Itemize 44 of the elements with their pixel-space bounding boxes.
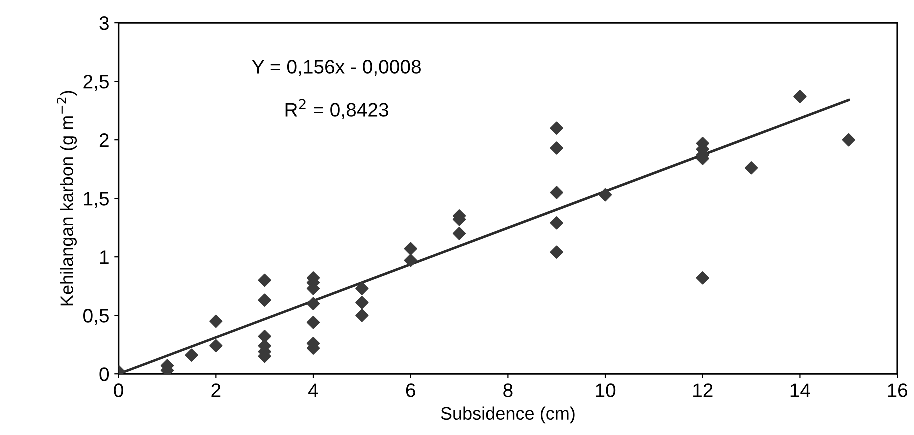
point (306, 316, 320, 330)
point (794, 90, 807, 104)
point (744, 162, 758, 175)
point (598, 188, 612, 202)
y-axis-title: Kehilangan karbon (g m$^{−2}$) (56, 91, 78, 306)
point (306, 297, 320, 310)
point (356, 282, 369, 296)
x-axis-title: Subsidence (cm) (441, 406, 575, 424)
x-tick-label: 6 (406, 384, 416, 398)
point (550, 186, 564, 200)
x-tick-label: 2 (212, 384, 221, 398)
x-tick-label: 12 (694, 384, 713, 398)
x-tick-label: 14 (790, 384, 810, 398)
point (550, 142, 564, 155)
point (210, 339, 223, 353)
x-tick-label: 0 (114, 384, 124, 398)
point (356, 296, 369, 310)
x-tick-label: 10 (596, 384, 616, 398)
point (185, 348, 198, 362)
x-tick-label: 4 (308, 384, 318, 398)
point (550, 122, 564, 135)
y-tick-label: 2,5 (84, 75, 109, 92)
point (696, 272, 710, 285)
point (258, 294, 272, 307)
annotation: Y = 0,156x - 0,0008 (252, 60, 421, 76)
point (258, 274, 272, 288)
y-tick-label: 0 (100, 368, 110, 382)
point (404, 254, 418, 268)
y-tick-label: 3 (100, 16, 109, 30)
point (258, 330, 272, 344)
y-tick-label: 0,5 (84, 309, 109, 326)
point (404, 242, 418, 256)
point (842, 133, 856, 147)
x-tick-label: 8 (504, 384, 513, 398)
point (356, 309, 369, 322)
point (210, 314, 223, 328)
point (550, 246, 564, 259)
y-tick-label: 1 (100, 250, 109, 264)
x-tick-label: 16 (888, 384, 908, 398)
point (452, 227, 466, 240)
y-tick-label: 2 (100, 134, 109, 148)
y-tick-label: 1,5 (84, 192, 109, 208)
annotation: R$^{2}$ = 0,8423 (286, 99, 388, 120)
point (550, 216, 564, 230)
